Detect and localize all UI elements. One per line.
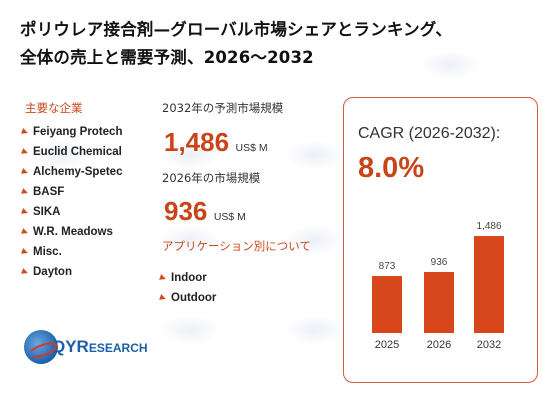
bullet-triangle-icon	[21, 228, 29, 236]
company-item-label: BASF	[33, 186, 65, 198]
company-item: Misc.	[21, 242, 122, 262]
bar-2025	[372, 276, 402, 333]
x-axis-label: 2026	[426, 339, 452, 351]
company-item: BASF	[21, 182, 122, 202]
bar-value-label: 1,486	[476, 221, 502, 232]
bar-2026	[424, 271, 454, 333]
current-unit: US$ M	[213, 211, 246, 223]
current-value: 936	[164, 196, 208, 226]
company-item: Feiyang Protech	[21, 122, 123, 142]
company-item: W.R. Meadows	[21, 222, 122, 242]
cagr-panel	[343, 97, 538, 383]
bullet-triangle-icon	[21, 268, 29, 276]
x-axis-label: 2032	[476, 339, 502, 351]
company-item: SIKA	[21, 202, 122, 222]
x-axis-label: 2025	[374, 339, 400, 351]
watermark	[160, 140, 220, 170]
qyresearch-logo: QYRESEARCH	[24, 330, 148, 364]
watermark	[160, 315, 220, 345]
watermark	[160, 225, 220, 255]
globe-icon	[24, 330, 58, 364]
bullet-triangle-icon	[21, 168, 29, 176]
company-item-label: Misc.	[33, 246, 62, 258]
watermark	[285, 315, 345, 345]
application-item-label: Indoor	[171, 272, 207, 284]
bullet-triangle-icon	[159, 294, 167, 302]
title-line-1: ポリウレア接合剤—グローバル市場シェアとランキング、	[20, 20, 453, 39]
company-item-label: W.R. Meadows	[33, 226, 113, 238]
application-item: Indoor	[159, 268, 216, 288]
title-line-2: 全体の売上と需要予測、2026〜2032	[20, 48, 314, 67]
bullet-triangle-icon	[21, 148, 29, 156]
company-item-label: Euclid Chemical	[33, 146, 122, 158]
applications-list: Indoor Outdoor	[159, 268, 217, 308]
forecast-value-group: 1,486 US$ M	[164, 127, 268, 158]
company-item: Alchemy-Spetec	[21, 162, 123, 182]
application-item-label: Outdoor	[171, 292, 217, 304]
company-item: Euclid Chemical	[21, 142, 122, 162]
bullet-triangle-icon	[21, 248, 29, 256]
companies-heading: 主要な企業	[25, 101, 83, 115]
logo-text: QYRESEARCH	[52, 337, 148, 356]
watermark	[285, 225, 345, 255]
company-item-label: Feiyang Protech	[33, 126, 123, 138]
bar-2032	[474, 236, 504, 333]
company-item-label: Dayton	[33, 266, 72, 278]
applications-heading: アプリケーション別について	[162, 239, 311, 253]
bar-value-label: 873	[378, 261, 396, 272]
companies-list: Feiyang Protech Euclid Chemical Alchemy-Sp…	[21, 122, 123, 282]
bar-value-label: 936	[430, 256, 448, 268]
company-item-label: SIKA	[33, 206, 61, 218]
forecast-value: 1,486	[164, 127, 230, 157]
current-label: 2026年の市場規模	[162, 171, 261, 185]
company-item-label: Alchemy-Spetec	[33, 166, 123, 178]
forecast-unit: US$ M	[235, 142, 268, 154]
bullet-triangle-icon	[21, 208, 29, 216]
bullet-triangle-icon	[21, 128, 29, 136]
cagr-value: 8.0%	[358, 152, 425, 184]
watermark	[285, 140, 345, 170]
application-item: Outdoor	[159, 288, 217, 308]
bullet-triangle-icon	[21, 188, 29, 196]
current-value-group: 936 US$ M	[164, 196, 246, 227]
company-item: Dayton	[21, 262, 122, 282]
page-title: ポリウレア接合剤—グローバル市場シェアとランキング、 全体の売上と需要予測、20…	[20, 16, 545, 72]
watermark	[30, 140, 90, 170]
bullet-triangle-icon	[159, 274, 167, 282]
cagr-label: CAGR (2026-2032):	[358, 125, 501, 142]
watermark	[420, 50, 480, 80]
forecast-label: 2032年の予測市場規模	[162, 101, 284, 115]
